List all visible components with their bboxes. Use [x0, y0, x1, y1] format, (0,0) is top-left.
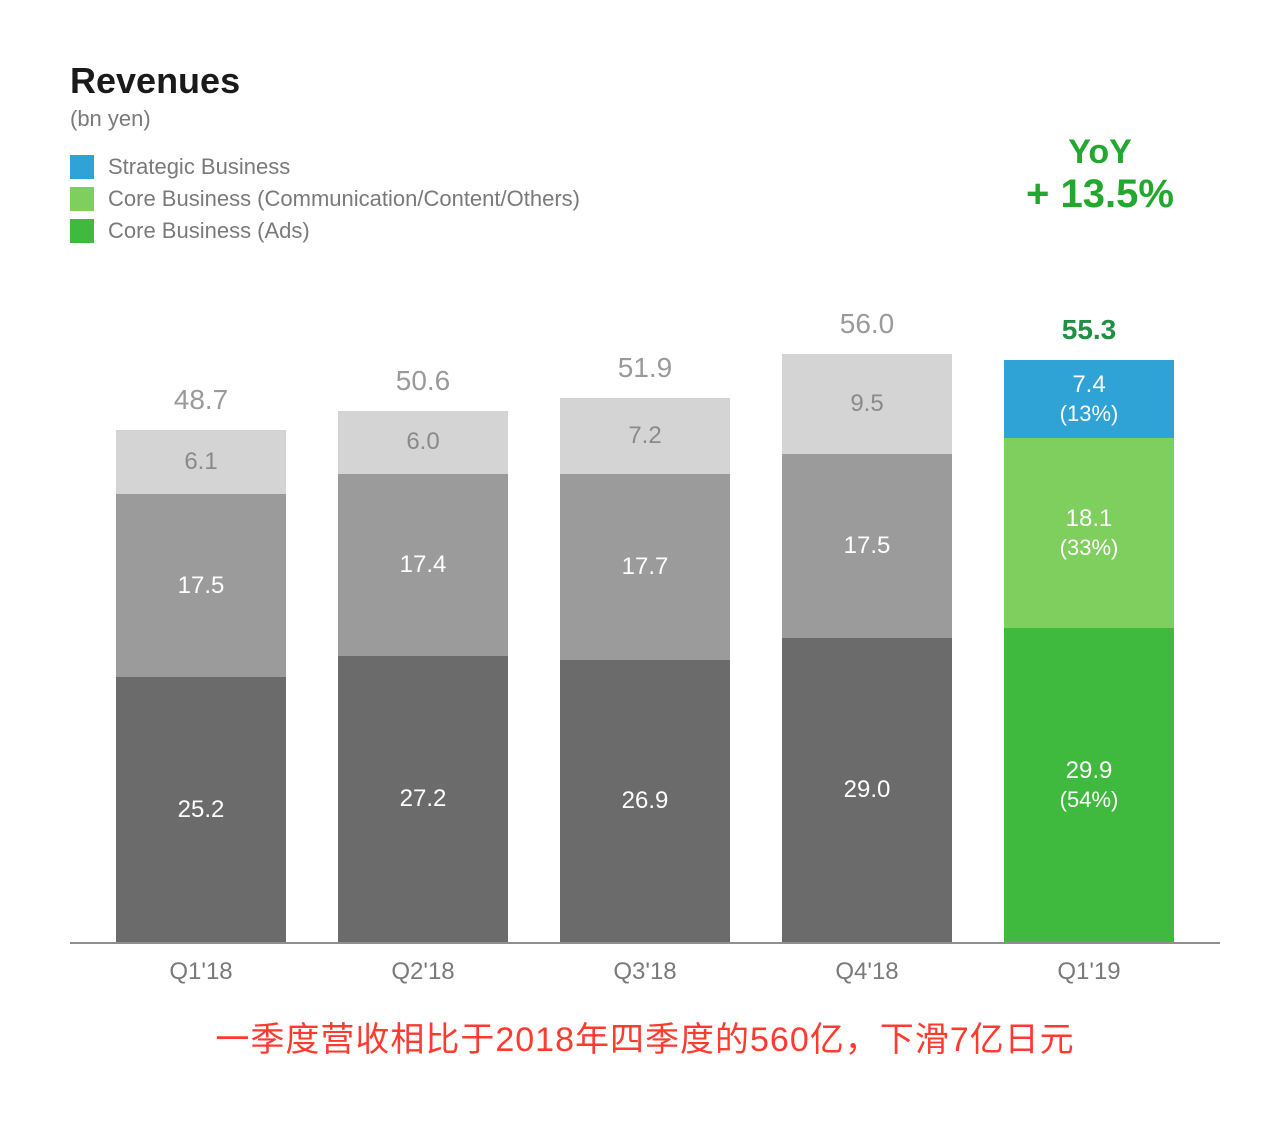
bar-segment: 6.1 — [116, 430, 286, 494]
bar-stack: 26.9 17.7 7.2 — [560, 398, 730, 942]
x-axis-label: Q2'18 — [338, 958, 508, 986]
legend-label: Core Business (Communication/Content/Oth… — [108, 186, 580, 212]
bar-segment: 7.2 — [560, 398, 730, 474]
x-axis-label: Q1'18 — [116, 958, 286, 986]
bar-segment: 27.2 — [338, 656, 508, 942]
bar-segment: 6.0 — [338, 411, 508, 474]
bar-segment: 25.2 — [116, 677, 286, 942]
x-axis-label: Q3'18 — [560, 958, 730, 986]
legend-swatch — [70, 155, 94, 179]
bar-column: 56.0 29.0 17.5 9.5 — [782, 308, 952, 942]
legend-label: Core Business (Ads) — [108, 218, 310, 244]
segment-value: 17.5 — [178, 571, 225, 601]
bar-segment: 18.1(33%) — [1004, 438, 1174, 628]
chart-title: Revenues — [70, 60, 1220, 102]
bar-segment: 7.4(13%) — [1004, 360, 1174, 438]
bar-stack: 29.9(54%)18.1(33%)7.4(13%) — [1004, 360, 1174, 942]
footer-note: 一季度营收相比于2018年四季度的560亿，下滑7亿日元 — [70, 1012, 1220, 1061]
bar-total-label: 56.0 — [840, 308, 895, 340]
bar-segment: 17.4 — [338, 474, 508, 657]
x-axis: Q1'18 Q2'18 Q3'18 Q4'18 Q1'19 — [90, 958, 1200, 986]
segment-value: 6.1 — [184, 447, 217, 477]
bar-segment: 17.5 — [116, 494, 286, 678]
chart-area: YoY + 13.5% 48.725.217.56.150.627.217.46… — [70, 254, 1220, 1004]
segment-value: 29.0 — [844, 775, 891, 805]
legend-item: Core Business (Ads) — [70, 218, 1220, 244]
legend-swatch — [70, 219, 94, 243]
legend-label: Strategic Business — [108, 154, 290, 180]
bar-column: 55.329.9(54%)18.1(33%)7.4(13%) — [1004, 314, 1174, 942]
bar-column: 48.7 25.2 17.5 6.1 — [116, 384, 286, 942]
segment-value: 17.5 — [844, 531, 891, 561]
bar-total-label: 50.6 — [396, 365, 451, 397]
segment-value: 27.2 — [400, 784, 447, 814]
bar-column: 50.6 27.2 17.4 6.0 — [338, 365, 508, 942]
segment-value: 18.1 — [1066, 504, 1113, 534]
segment-value: 29.9 — [1066, 756, 1113, 786]
bar-segment: 17.7 — [560, 474, 730, 660]
bar-segment: 29.9(54%) — [1004, 628, 1174, 942]
bars-container: 48.7 25.2 17.5 6.1 50.6 27.2 17.4 6.0 51.9 26.9 17… — [90, 314, 1200, 942]
bar-stack: 29.0 17.5 9.5 — [782, 354, 952, 942]
x-axis-label: Q4'18 — [782, 958, 952, 986]
segment-value: 25.2 — [178, 795, 225, 825]
segment-value: 26.9 — [622, 786, 669, 816]
bar-stack: 27.2 17.4 6.0 — [338, 411, 508, 942]
bar-total-label: 51.9 — [618, 352, 673, 384]
segment-percent: (33%) — [1060, 534, 1119, 562]
yoy-callout: YoY + 13.5% — [1000, 134, 1200, 217]
bar-segment: 26.9 — [560, 660, 730, 942]
bar-segment: 17.5 — [782, 454, 952, 638]
bar-total-label: 55.3 — [1062, 314, 1117, 346]
segment-percent: (13%) — [1060, 400, 1119, 428]
segment-value: 7.4 — [1072, 370, 1105, 400]
x-axis-label: Q1'19 — [1004, 958, 1174, 986]
bar-stack: 25.2 17.5 6.1 — [116, 430, 286, 942]
bar-total-label: 48.7 — [174, 384, 229, 416]
segment-value: 7.2 — [628, 421, 661, 451]
chart-subtitle: (bn yen) — [70, 106, 1220, 132]
bar-column: 51.9 26.9 17.7 7.2 — [560, 352, 730, 942]
segment-percent: (54%) — [1060, 786, 1119, 814]
segment-value: 17.4 — [400, 550, 447, 580]
segment-value: 9.5 — [850, 389, 883, 419]
yoy-value: + 13.5% — [1000, 171, 1200, 217]
plot-area: 48.7 25.2 17.5 6.1 50.6 27.2 17.4 6.0 51.9 26.9 17… — [70, 314, 1220, 944]
bar-segment: 9.5 — [782, 354, 952, 454]
legend-swatch — [70, 187, 94, 211]
segment-value: 6.0 — [406, 427, 439, 457]
bar-segment: 29.0 — [782, 638, 952, 943]
segment-value: 17.7 — [622, 552, 669, 582]
yoy-label: YoY — [1000, 134, 1200, 171]
